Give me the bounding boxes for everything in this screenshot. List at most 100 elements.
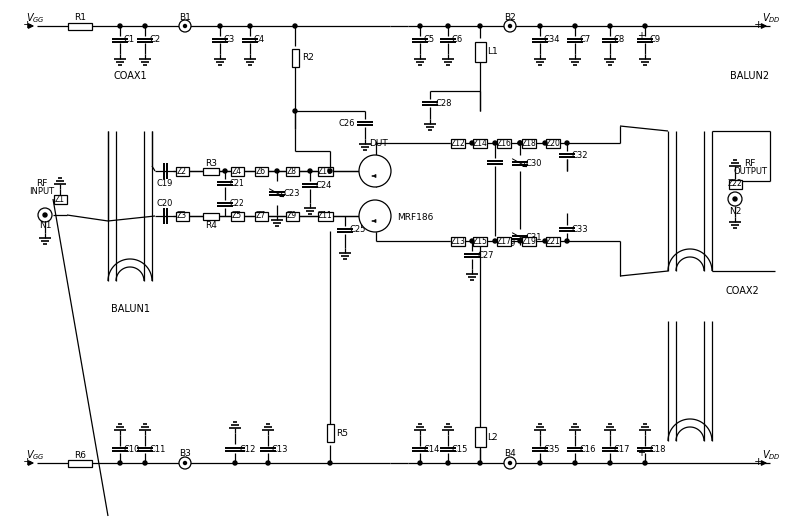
Circle shape	[478, 24, 482, 28]
Text: N1: N1	[39, 221, 51, 230]
Text: C1: C1	[124, 35, 135, 44]
Circle shape	[179, 20, 191, 32]
Circle shape	[418, 461, 422, 465]
Bar	[53, 194, 66, 204]
Text: C2: C2	[149, 35, 160, 44]
Circle shape	[184, 462, 187, 465]
Circle shape	[508, 462, 512, 465]
Circle shape	[275, 169, 279, 173]
Bar	[286, 167, 298, 176]
Text: C9: C9	[649, 35, 660, 44]
Text: Z9: Z9	[287, 212, 297, 220]
Text: C3: C3	[224, 35, 235, 44]
Text: C6: C6	[452, 35, 464, 44]
Circle shape	[293, 109, 297, 113]
Bar	[255, 167, 267, 176]
Circle shape	[565, 239, 569, 243]
Text: C21: C21	[230, 179, 245, 188]
Bar	[231, 212, 243, 220]
Text: Z17: Z17	[496, 237, 512, 245]
Bar	[255, 212, 267, 220]
Bar	[318, 212, 333, 220]
Bar	[291, 49, 298, 67]
Circle shape	[543, 141, 547, 145]
Text: C27: C27	[477, 251, 493, 259]
Bar	[497, 237, 511, 245]
Text: C5: C5	[424, 35, 435, 44]
Circle shape	[328, 461, 332, 465]
Circle shape	[504, 20, 516, 32]
Text: Z10: Z10	[318, 167, 333, 176]
Text: C10: C10	[124, 444, 140, 453]
Circle shape	[43, 213, 47, 217]
Bar	[286, 212, 298, 220]
Text: C4: C4	[254, 35, 265, 44]
Text: R1: R1	[74, 14, 86, 22]
Circle shape	[293, 24, 297, 28]
Text: R6: R6	[74, 451, 86, 460]
Bar	[326, 424, 334, 442]
Text: +: +	[22, 457, 32, 467]
Text: Z16: Z16	[496, 139, 512, 147]
Text: Z14: Z14	[472, 139, 488, 147]
Circle shape	[518, 239, 522, 243]
Text: R4: R4	[205, 220, 217, 229]
Bar	[68, 460, 92, 466]
Text: $V_{GG}$: $V_{GG}$	[26, 11, 45, 25]
Text: MRF186: MRF186	[397, 214, 433, 222]
Circle shape	[493, 239, 497, 243]
Text: RF: RF	[37, 179, 48, 188]
Text: C22: C22	[230, 200, 245, 208]
Circle shape	[643, 461, 647, 465]
Circle shape	[565, 141, 569, 145]
Text: +: +	[22, 20, 32, 30]
Circle shape	[538, 461, 542, 465]
Bar	[475, 427, 485, 447]
Bar	[231, 167, 243, 176]
Text: B1: B1	[179, 13, 191, 21]
Text: Z20: Z20	[546, 139, 560, 147]
Bar	[68, 22, 92, 30]
Text: +: +	[637, 31, 645, 41]
Text: Z2: Z2	[177, 167, 187, 176]
Circle shape	[573, 461, 577, 465]
Text: BALUN2: BALUN2	[730, 71, 769, 81]
Text: INPUT: INPUT	[30, 187, 54, 195]
Circle shape	[328, 169, 332, 173]
Circle shape	[38, 208, 52, 222]
Circle shape	[470, 141, 474, 145]
Bar	[473, 139, 487, 147]
Text: B3: B3	[179, 450, 191, 458]
Text: N2: N2	[729, 206, 741, 216]
Bar	[546, 139, 560, 147]
Text: +: +	[753, 20, 763, 30]
Text: Z6: Z6	[256, 167, 266, 176]
Circle shape	[118, 24, 122, 28]
Circle shape	[518, 141, 522, 145]
Circle shape	[446, 24, 450, 28]
Circle shape	[143, 461, 147, 465]
Text: C11: C11	[149, 444, 165, 453]
Text: Z13: Z13	[451, 237, 465, 245]
Bar	[176, 212, 188, 220]
Text: C14: C14	[424, 444, 440, 453]
Bar	[176, 167, 188, 176]
Circle shape	[359, 155, 391, 187]
Text: +: +	[753, 457, 763, 467]
Text: C25: C25	[350, 226, 366, 234]
Bar	[473, 237, 487, 245]
Text: +: +	[637, 448, 645, 458]
Text: OUTPUT: OUTPUT	[733, 167, 767, 176]
Text: C35: C35	[544, 444, 560, 453]
Text: Z3: Z3	[177, 212, 187, 220]
Circle shape	[573, 24, 577, 28]
Text: COAX2: COAX2	[725, 286, 759, 296]
Text: B4: B4	[504, 450, 516, 458]
Text: $V_{DD}$: $V_{DD}$	[762, 11, 780, 25]
Circle shape	[508, 24, 512, 28]
Circle shape	[470, 239, 474, 243]
Circle shape	[538, 24, 542, 28]
Text: C20: C20	[157, 199, 173, 207]
Circle shape	[493, 141, 497, 145]
Text: C26: C26	[338, 118, 355, 128]
